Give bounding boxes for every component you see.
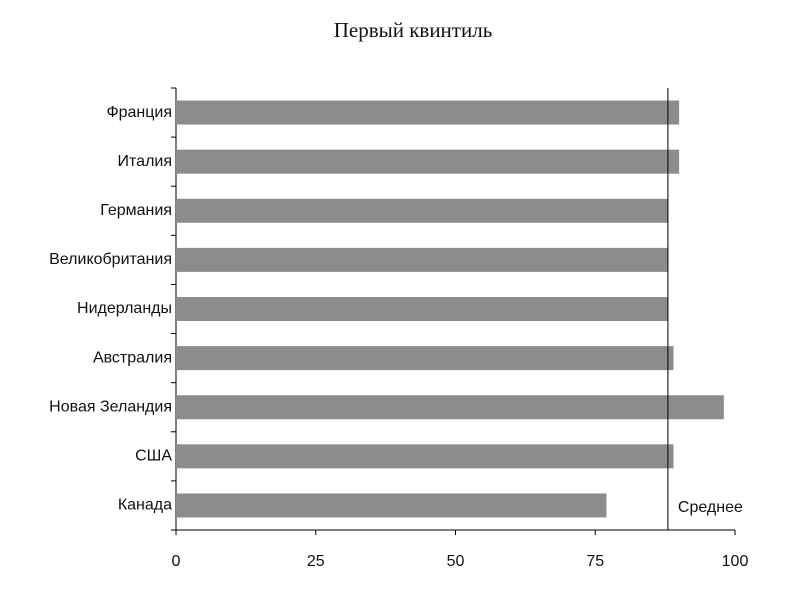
bar <box>176 100 680 125</box>
y-tick-label: Канада <box>118 497 172 514</box>
y-tick-label: Германия <box>100 202 172 219</box>
y-tick-label: Новая Зеландия <box>49 398 172 415</box>
bar <box>176 149 680 174</box>
x-tick-label: 0 <box>172 553 181 570</box>
bar <box>176 198 668 223</box>
x-tick-label: 50 <box>447 553 465 570</box>
x-tick-label: 25 <box>307 553 325 570</box>
reference-label: Среднее <box>678 499 743 516</box>
bar <box>176 493 607 518</box>
y-tick-label: Великобритания <box>49 251 172 268</box>
chart-title: Первый квинтиль <box>334 18 493 42</box>
y-tick-label: Австралия <box>93 349 172 366</box>
y-tick-label: Франция <box>106 104 172 121</box>
bar <box>176 297 668 321</box>
bar <box>176 247 668 272</box>
x-tick-label: 75 <box>586 553 604 570</box>
x-tick-label: 100 <box>722 553 749 570</box>
y-tick-label: Нидерланды <box>77 300 172 317</box>
bar <box>176 444 674 469</box>
bar <box>176 346 674 371</box>
y-tick-label: Италия <box>118 153 172 170</box>
bar <box>176 395 724 420</box>
y-tick-label: США <box>135 448 172 465</box>
